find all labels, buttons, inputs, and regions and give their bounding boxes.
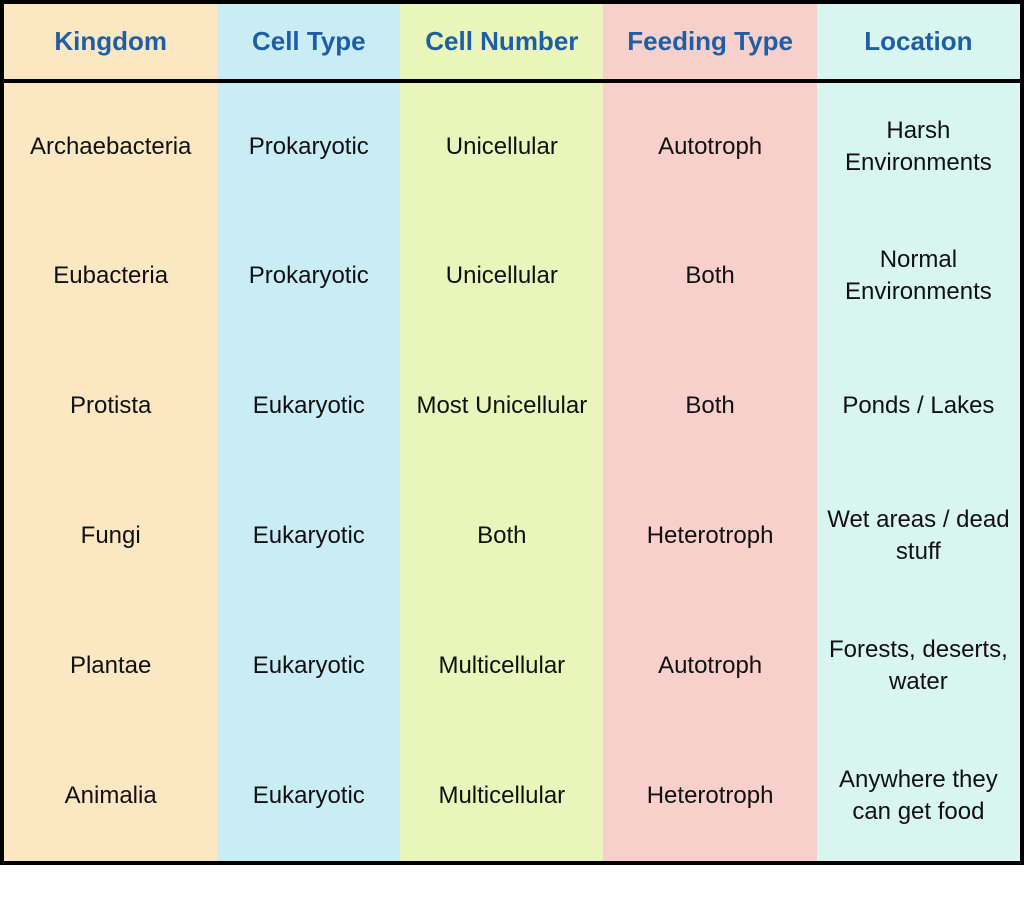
table-cell: Harsh Environments bbox=[817, 81, 1020, 211]
table-cell: Forests, deserts, water bbox=[817, 601, 1020, 731]
table-cell: Animalia bbox=[4, 731, 217, 861]
table-row: FungiEukaryoticBothHeterotrophWet areas … bbox=[4, 471, 1020, 601]
table-header-row: Kingdom Cell Type Cell Number Feeding Ty… bbox=[4, 4, 1020, 81]
kingdom-table-container: Kingdom Cell Type Cell Number Feeding Ty… bbox=[0, 0, 1024, 865]
table-cell: Multicellular bbox=[400, 601, 603, 731]
table-row: PlantaeEukaryoticMulticellularAutotrophF… bbox=[4, 601, 1020, 731]
table-row: ArchaebacteriaProkaryoticUnicellularAuto… bbox=[4, 81, 1020, 211]
table-cell: Unicellular bbox=[400, 211, 603, 341]
table-row: AnimaliaEukaryoticMulticellularHeterotro… bbox=[4, 731, 1020, 861]
table-cell: Both bbox=[603, 341, 816, 471]
col-header-feeding: Feeding Type bbox=[603, 4, 816, 81]
table-cell: Fungi bbox=[4, 471, 217, 601]
table-cell: Heterotroph bbox=[603, 471, 816, 601]
table-cell: Autotroph bbox=[603, 81, 816, 211]
table-cell: Prokaryotic bbox=[217, 81, 400, 211]
table-cell: Eubacteria bbox=[4, 211, 217, 341]
table-cell: Heterotroph bbox=[603, 731, 816, 861]
table-cell: Most Unicellular bbox=[400, 341, 603, 471]
kingdom-table: Kingdom Cell Type Cell Number Feeding Ty… bbox=[4, 4, 1020, 861]
table-cell: Unicellular bbox=[400, 81, 603, 211]
table-cell: Eukaryotic bbox=[217, 601, 400, 731]
table-cell: Both bbox=[400, 471, 603, 601]
table-cell: Eukaryotic bbox=[217, 341, 400, 471]
table-body: ArchaebacteriaProkaryoticUnicellularAuto… bbox=[4, 81, 1020, 861]
table-cell: Plantae bbox=[4, 601, 217, 731]
table-cell: Multicellular bbox=[400, 731, 603, 861]
table-cell: Normal Environments bbox=[817, 211, 1020, 341]
col-header-cell-number: Cell Number bbox=[400, 4, 603, 81]
table-cell: Wet areas / dead stuff bbox=[817, 471, 1020, 601]
table-cell: Anywhere they can get food bbox=[817, 731, 1020, 861]
table-cell: Autotroph bbox=[603, 601, 816, 731]
table-row: EubacteriaProkaryoticUnicellularBothNorm… bbox=[4, 211, 1020, 341]
col-header-location: Location bbox=[817, 4, 1020, 81]
table-cell: Ponds / Lakes bbox=[817, 341, 1020, 471]
col-header-kingdom: Kingdom bbox=[4, 4, 217, 81]
table-cell: Archaebacteria bbox=[4, 81, 217, 211]
table-cell: Eukaryotic bbox=[217, 731, 400, 861]
table-row: ProtistaEukaryoticMost UnicellularBothPo… bbox=[4, 341, 1020, 471]
table-cell: Both bbox=[603, 211, 816, 341]
table-cell: Protista bbox=[4, 341, 217, 471]
table-cell: Eukaryotic bbox=[217, 471, 400, 601]
table-cell: Prokaryotic bbox=[217, 211, 400, 341]
col-header-cell-type: Cell Type bbox=[217, 4, 400, 81]
